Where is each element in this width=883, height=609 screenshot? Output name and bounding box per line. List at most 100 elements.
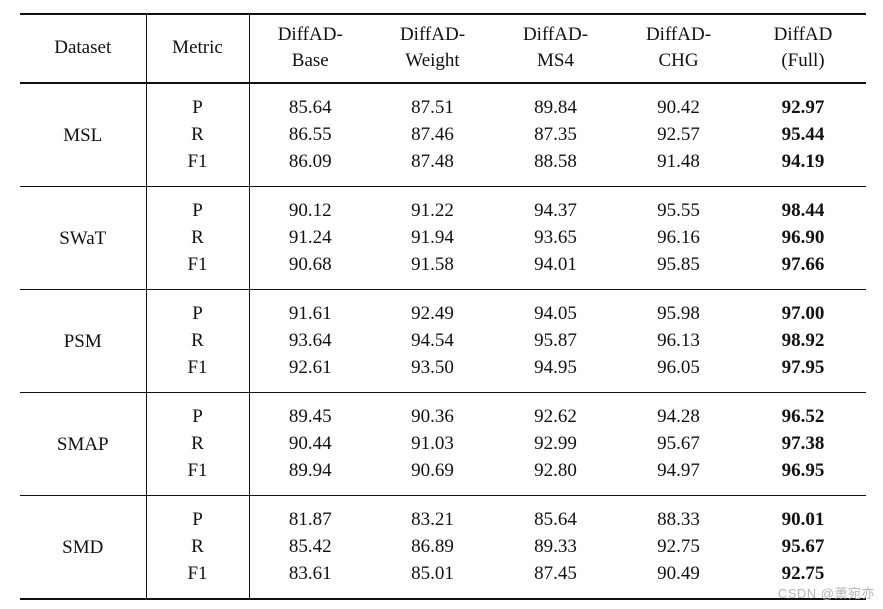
value-cell: 95.55 (657, 200, 700, 221)
value-cell: 92.99 (534, 433, 577, 454)
table-row: R 85.42 86.89 89.33 92.75 95.67 (20, 533, 866, 560)
value-cell: 90.12 (288, 200, 332, 221)
column-header-diffad-ms4: DiffAD- MS4 (494, 14, 617, 84)
value-cell: 96.95 (781, 460, 825, 481)
column-header-diffad-weight: DiffAD- Weight (371, 14, 494, 84)
table-row: F1 92.61 93.50 94.95 96.05 97.95 (20, 354, 866, 393)
value-cell: 95.85 (657, 254, 700, 275)
column-header-diffad-full: DiffAD (Full) (740, 14, 866, 84)
dataset-group-psm: PSM P 91.61 92.49 94.05 95.98 97.00 R 93.64 94.54… (20, 289, 866, 393)
value-cell: 98.92 (781, 330, 825, 351)
value-cell: 93.65 (534, 227, 577, 248)
value-cell: 86.09 (288, 151, 332, 172)
value-cell: 90.42 (657, 97, 700, 118)
dataset-group-smap: SMAP P 89.45 90.36 92.62 94.28 96.52 R 90.44 91.0… (20, 392, 866, 496)
table-row: R 86.55 87.46 87.35 92.57 95.44 (20, 121, 866, 148)
value-cell: 85.64 (288, 97, 332, 118)
value-cell: 88.58 (534, 151, 577, 172)
value-cell: 90.68 (288, 254, 332, 275)
table-row: F1 86.09 87.48 88.58 91.48 94.19 (20, 148, 866, 187)
ablation-results-table: Dataset Metric DiffAD- Base DiffAD- Weig… (20, 13, 866, 600)
value-cell: 93.50 (411, 357, 454, 378)
value-cell: 94.05 (534, 303, 577, 324)
table-row: R 93.64 94.54 95.87 96.13 98.92 (20, 327, 866, 354)
value-cell: 98.44 (781, 200, 825, 221)
metric-cell: R (146, 430, 250, 457)
value-cell: 92.97 (781, 97, 825, 118)
value-cell: 89.45 (288, 406, 332, 427)
value-cell: 92.62 (534, 406, 577, 427)
dataset-cell: PSM (20, 289, 147, 393)
value-cell: 87.46 (411, 124, 454, 145)
dataset-group-smd: SMD P 81.87 83.21 85.64 88.33 90.01 R 85.42 86.89… (20, 495, 866, 599)
value-cell: 85.64 (534, 509, 577, 530)
table-header: Dataset Metric DiffAD- Base DiffAD- Weig… (20, 14, 866, 84)
value-cell: 89.33 (534, 536, 577, 557)
value-cell: 96.16 (657, 227, 700, 248)
table-row: PSM P 91.61 92.49 94.05 95.98 97.00 (20, 289, 866, 393)
value-cell: 81.87 (288, 509, 332, 530)
value-cell: 94.54 (411, 330, 454, 351)
metric-cell: R (146, 224, 250, 251)
table-row: F1 89.94 90.69 92.80 94.97 96.95 (20, 457, 866, 496)
value-cell: 85.01 (411, 563, 454, 584)
value-cell: 94.37 (534, 200, 577, 221)
value-cell: 91.61 (288, 303, 332, 324)
value-cell: 90.69 (411, 460, 454, 481)
metric-cell: F1 (146, 251, 250, 290)
metric-cell: F1 (146, 457, 250, 496)
metric-cell: F1 (146, 148, 250, 187)
value-cell: 95.87 (534, 330, 577, 351)
value-cell: 96.90 (781, 227, 825, 248)
value-cell: 92.49 (411, 303, 454, 324)
dataset-cell: MSL (20, 83, 147, 187)
table-row: MSL P 85.64 87.51 89.84 90.42 92.97 (20, 83, 866, 187)
column-header-dataset: Dataset (20, 14, 147, 84)
value-cell: 94.19 (781, 151, 825, 172)
value-cell: 90.01 (781, 509, 825, 530)
table-row: F1 90.68 91.58 94.01 95.85 97.66 (20, 251, 866, 290)
csdn-watermark: CSDN @萧宛亦 (777, 586, 875, 601)
dataset-cell: SMAP (20, 392, 147, 496)
dataset-cell: SWaT (20, 186, 147, 290)
value-cell: 95.44 (781, 124, 825, 145)
value-cell: 95.67 (657, 433, 700, 454)
value-cell: 96.05 (657, 357, 700, 378)
value-cell: 92.80 (534, 460, 577, 481)
metric-cell: F1 (146, 354, 250, 393)
value-cell: 90.44 (288, 433, 332, 454)
metric-cell: P (146, 186, 250, 224)
value-cell: 91.03 (411, 433, 454, 454)
value-cell: 92.75 (781, 563, 825, 584)
value-cell: 91.48 (657, 151, 700, 172)
table-row: F1 83.61 85.01 87.45 90.49 92.75 (20, 560, 866, 599)
value-cell: 91.24 (288, 227, 332, 248)
value-cell: 89.84 (534, 97, 577, 118)
metric-cell: R (146, 121, 250, 148)
metric-cell: F1 (146, 560, 250, 599)
value-cell: 96.52 (781, 406, 825, 427)
value-cell: 97.38 (781, 433, 825, 454)
value-cell: 96.13 (657, 330, 700, 351)
value-cell: 95.67 (781, 536, 825, 557)
table-row: SMD P 81.87 83.21 85.64 88.33 90.01 (20, 495, 866, 599)
value-cell: 86.89 (411, 536, 454, 557)
value-cell: 89.94 (288, 460, 332, 481)
column-header-metric: Metric (146, 14, 250, 84)
value-cell: 93.64 (288, 330, 332, 351)
table-row: SWaT P 90.12 91.22 94.37 95.55 98.44 (20, 186, 866, 290)
value-cell: 90.36 (411, 406, 454, 427)
column-header-diffad-base: DiffAD- Base (249, 14, 371, 84)
table-row: R 91.24 91.94 93.65 96.16 96.90 (20, 224, 866, 251)
value-cell: 92.57 (657, 124, 700, 145)
metric-cell: P (146, 495, 250, 533)
value-cell: 87.48 (411, 151, 454, 172)
value-cell: 94.97 (657, 460, 700, 481)
value-cell: 87.51 (411, 97, 454, 118)
dataset-group-msl: MSL P 85.64 87.51 89.84 90.42 92.97 R 86.55 87.46… (20, 83, 866, 187)
header-row: Dataset Metric DiffAD- Base DiffAD- Weig… (20, 14, 866, 84)
dataset-cell: SMD (20, 495, 147, 599)
metric-cell: R (146, 533, 250, 560)
value-cell: 97.00 (781, 303, 825, 324)
value-cell: 90.49 (657, 563, 700, 584)
